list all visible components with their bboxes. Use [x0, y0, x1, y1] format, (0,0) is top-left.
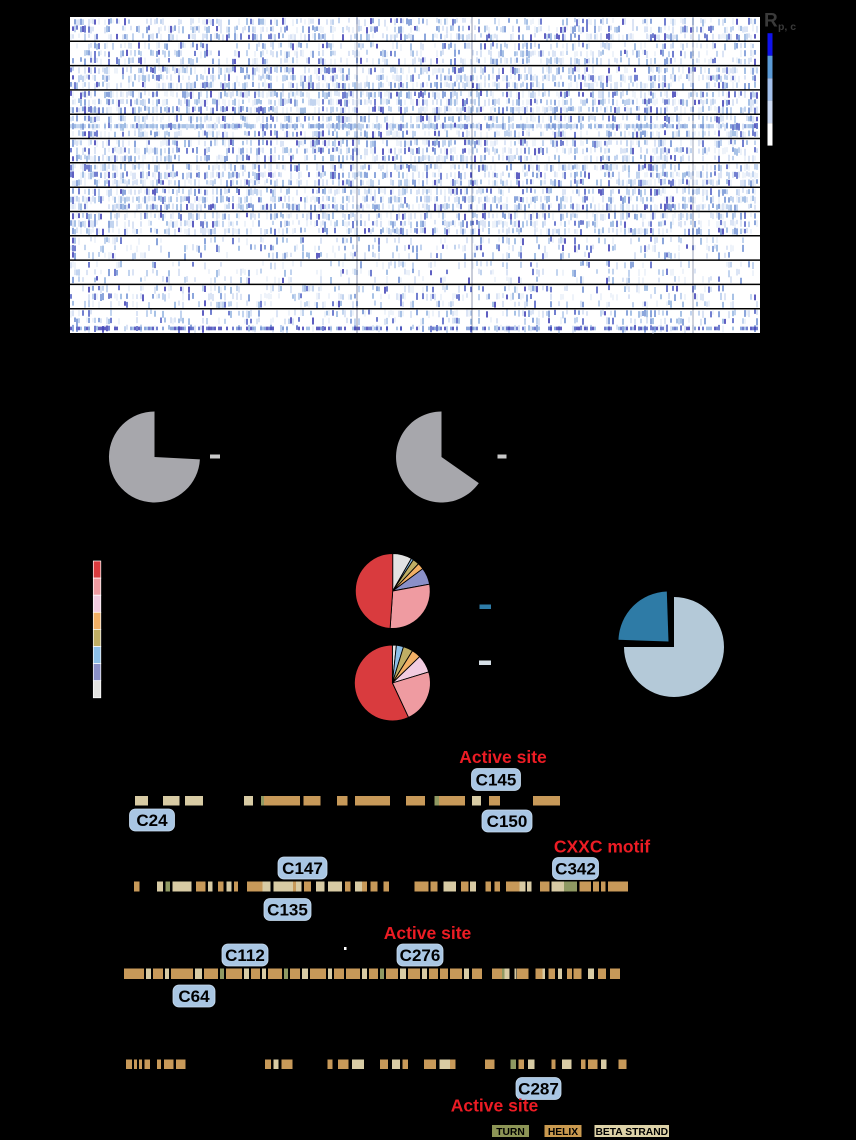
- svg-text:R: R: [764, 11, 778, 32]
- svg-text:C342: C342: [555, 860, 596, 879]
- svg-text:Active site: Active site: [451, 1096, 539, 1116]
- svg-text:BETA STRAND: BETA STRAND: [595, 1127, 668, 1138]
- svg-text:C64: C64: [178, 987, 210, 1006]
- svg-text:Active site: Active site: [459, 747, 547, 767]
- svg-text:HELIX: HELIX: [548, 1127, 578, 1138]
- svg-text:Active site: Active site: [384, 923, 472, 943]
- svg-text:C112: C112: [225, 946, 265, 965]
- svg-text:C145: C145: [476, 771, 517, 790]
- svg-text:C24: C24: [136, 811, 168, 830]
- svg-text:C135: C135: [267, 901, 308, 920]
- svg-text:CXXC motif: CXXC motif: [554, 837, 650, 857]
- svg-text:p, c: p, c: [778, 21, 796, 33]
- svg-text:C150: C150: [487, 812, 528, 831]
- svg-text:C276: C276: [400, 946, 441, 965]
- svg-text:TURN: TURN: [496, 1127, 525, 1138]
- svg-text:C147: C147: [282, 859, 323, 878]
- svg-text:C287: C287: [518, 1080, 559, 1099]
